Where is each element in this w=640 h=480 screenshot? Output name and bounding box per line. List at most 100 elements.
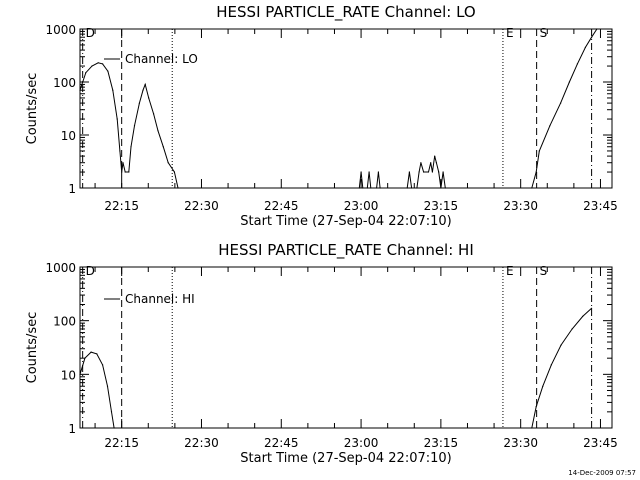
panel-0-data-point bbox=[435, 162, 437, 164]
panel-0-x-tick-label: 22:45 bbox=[264, 199, 299, 213]
panel-1-x-tick-label: 23:45 bbox=[583, 436, 618, 450]
panel-0-data-point bbox=[157, 130, 159, 132]
panel-0-series-segment bbox=[358, 171, 381, 189]
panel-0-data-point bbox=[411, 187, 413, 189]
panel-0-data-point bbox=[119, 150, 121, 152]
panel-0-y-tick-label: 1000 bbox=[45, 23, 76, 37]
panel-0-data-point bbox=[584, 46, 587, 49]
panel-0-y-tick-label: 100 bbox=[53, 76, 76, 90]
panel-1-data-point bbox=[90, 351, 92, 353]
panel-0-data-point bbox=[370, 187, 372, 189]
panel-1-y-tick-label: 1000 bbox=[45, 261, 76, 275]
panel-0-data-point bbox=[430, 162, 432, 164]
panel-1-data-point bbox=[106, 385, 109, 387]
panel-0-data-point bbox=[85, 72, 87, 74]
panel-1-series-segment bbox=[79, 351, 115, 429]
panel-0-data-point bbox=[438, 171, 440, 173]
panel-0-data-point bbox=[368, 171, 370, 173]
footer-timestamp: 14-Dec-2009 07:57 bbox=[568, 469, 636, 477]
panel-0-data-point bbox=[128, 171, 130, 173]
panel-1-data-point bbox=[79, 373, 81, 375]
panel-0-data-point bbox=[153, 113, 155, 115]
panel-1-data-point bbox=[550, 364, 552, 366]
panel-0-data-point bbox=[596, 28, 598, 30]
panel-0-data-point bbox=[440, 187, 442, 189]
panel-0-data-point bbox=[427, 171, 430, 173]
panel-0-data-point bbox=[379, 187, 381, 189]
panel-0-data-point bbox=[406, 187, 408, 189]
panel-1-series-segment bbox=[531, 307, 592, 429]
panel-0-data-point bbox=[130, 146, 132, 148]
panel-0-x-axis-label: Start Time (27-Sep-04 22:07:10) bbox=[240, 214, 451, 229]
panel-0-series-segment bbox=[531, 28, 598, 189]
panel-0-y-tick-label: 1 bbox=[68, 182, 76, 196]
panel-0-data-point bbox=[535, 171, 537, 173]
panel-0-plot-frame bbox=[79, 28, 613, 189]
panel-0-data-point bbox=[144, 83, 146, 85]
panel-1-data-point bbox=[102, 364, 104, 366]
panel-1-x-tick-label: 23:00 bbox=[344, 436, 379, 450]
panel-0-data-point bbox=[420, 162, 422, 164]
panel-1-marker-label: S bbox=[540, 264, 548, 278]
panel-0-series-segment bbox=[79, 62, 179, 189]
panel-0-data-point bbox=[576, 63, 579, 65]
panel-0-data-point bbox=[442, 171, 444, 173]
panel-1-plot-frame bbox=[79, 266, 613, 429]
panel-0-data-point bbox=[177, 187, 179, 189]
panel-0-data-point bbox=[531, 187, 533, 189]
panel-1-data-point bbox=[531, 427, 533, 429]
panel-1-data-point bbox=[582, 315, 584, 317]
panel-0-data-point bbox=[591, 36, 593, 38]
panel-1-x-tick-label: 23:15 bbox=[424, 436, 459, 450]
panel-1-marker-label: E bbox=[506, 264, 514, 278]
panel-0-chart-title: HESSI PARTICLE_RATE Channel: LO bbox=[216, 3, 475, 22]
panel-0-data-point bbox=[408, 171, 410, 173]
panel-1-chart-title: HESSI PARTICLE_RATE Channel: HI bbox=[218, 241, 474, 260]
panel-1-x-tick-label: 22:15 bbox=[104, 436, 139, 450]
panel-1-data-point bbox=[113, 427, 115, 429]
panel-0-data-point bbox=[377, 171, 379, 173]
panel-1-y-tick-label: 10 bbox=[61, 368, 76, 382]
panel-1-x-axis-label: Start Time (27-Sep-04 22:07:10) bbox=[240, 451, 451, 466]
panel-0-data-point bbox=[423, 171, 425, 173]
panel-0-x-tick-label: 23:45 bbox=[583, 199, 618, 213]
panel-0-data-point bbox=[362, 187, 364, 189]
panel-0-x-tick-label: 23:15 bbox=[424, 199, 459, 213]
lo-channel-panel: HESSI PARTICLE_RATE Channel: LO Start Tim… bbox=[25, 3, 618, 229]
panel-0-data-point bbox=[138, 102, 140, 104]
panel-0-data-point bbox=[91, 65, 93, 67]
panel-1-y-axis-label: Counts/sec bbox=[25, 312, 40, 384]
panel-0-y-tick-label: 10 bbox=[61, 129, 76, 143]
panel-1-data-point bbox=[96, 353, 98, 355]
panel-0-x-tick-label: 23:00 bbox=[344, 199, 379, 213]
panel-0-legend-label: Channel: LO bbox=[125, 52, 198, 66]
panel-1-x-tick-label: 23:30 bbox=[503, 436, 538, 450]
panel-1-data-point bbox=[591, 307, 593, 309]
panel-0-data-point bbox=[366, 187, 368, 189]
panel-0-data-point bbox=[431, 171, 433, 173]
panel-0-y-axis-label: Counts/sec bbox=[25, 73, 40, 145]
panel-0-data-point bbox=[102, 63, 104, 65]
panel-0-data-point bbox=[358, 187, 360, 189]
panel-1-data-point bbox=[571, 328, 573, 330]
panel-0-data-point bbox=[79, 89, 81, 91]
panel-1-data-point bbox=[110, 411, 113, 413]
panel-0-data-point bbox=[568, 81, 571, 83]
panel-0-data-point bbox=[122, 162, 124, 164]
panel-0-x-tick-label: 23:30 bbox=[503, 199, 538, 213]
panel-1-marker-label: D bbox=[86, 264, 95, 278]
panel-0-data-point bbox=[418, 171, 420, 173]
panel-1-data-point bbox=[535, 406, 537, 408]
panel-0-data-point bbox=[444, 187, 446, 189]
panel-0-data-point bbox=[133, 125, 136, 127]
panel-0-data-point bbox=[107, 70, 109, 72]
panel-0-marker-label: S bbox=[540, 26, 548, 40]
panel-0-data-point bbox=[148, 97, 150, 99]
panel-0-data-point bbox=[162, 146, 164, 148]
panel-1-y-tick-label: 1 bbox=[68, 422, 76, 436]
panel-0-data-point bbox=[167, 162, 169, 164]
panel-0-marker-label: E bbox=[506, 26, 514, 40]
panel-1-data-point bbox=[84, 357, 86, 359]
panel-0-data-point bbox=[560, 102, 562, 104]
panel-0-data-point bbox=[416, 187, 418, 189]
